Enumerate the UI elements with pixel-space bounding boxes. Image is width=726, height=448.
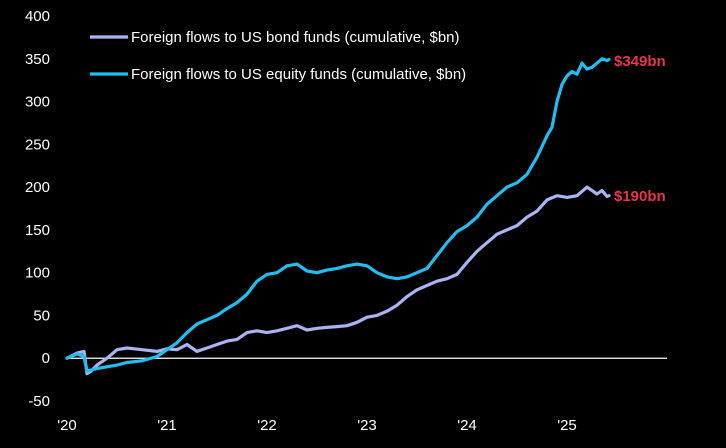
y-tick-label: 50 [33,307,50,324]
x-tick-label: '25 [557,417,577,434]
y-tick-label: 350 [25,51,50,68]
x-tick-label: '24 [457,417,477,434]
legend-entry: Foreign flows to US equity funds (cumula… [131,66,466,83]
bond-funds-end-label: $190bn [614,188,666,205]
y-tick-label: 300 [25,94,50,111]
y-axis-tick-labels: 400 350 300 250 200 150 100 50 0 -50 [25,8,50,410]
y-tick-label: 0 [42,350,50,367]
y-tick-label: 250 [25,136,50,153]
equity-funds-series-line [65,57,611,373]
x-tick-label: '23 [357,417,377,434]
series-lines [65,57,611,376]
y-tick-label: 100 [25,265,50,282]
equity-funds-end-label: $349bn [614,53,666,70]
y-tick-label: 150 [25,222,50,239]
x-tick-label: '21 [157,417,177,434]
legend-entry: Foreign flows to US bond funds (cumulati… [131,29,460,46]
y-tick-label: -50 [28,393,50,410]
y-tick-label: 400 [25,8,50,25]
y-tick-label: 200 [25,179,50,196]
end-labels: $190bn $349bn [614,53,666,205]
bond-funds-series-line [65,185,611,376]
x-axis-tick-labels: '20 '21 '22 '23 '24 '25 [57,417,577,434]
legend: Foreign flows to US bond funds (cumulati… [90,29,466,83]
x-tick-label: '20 [57,417,77,434]
x-tick-label: '22 [257,417,277,434]
